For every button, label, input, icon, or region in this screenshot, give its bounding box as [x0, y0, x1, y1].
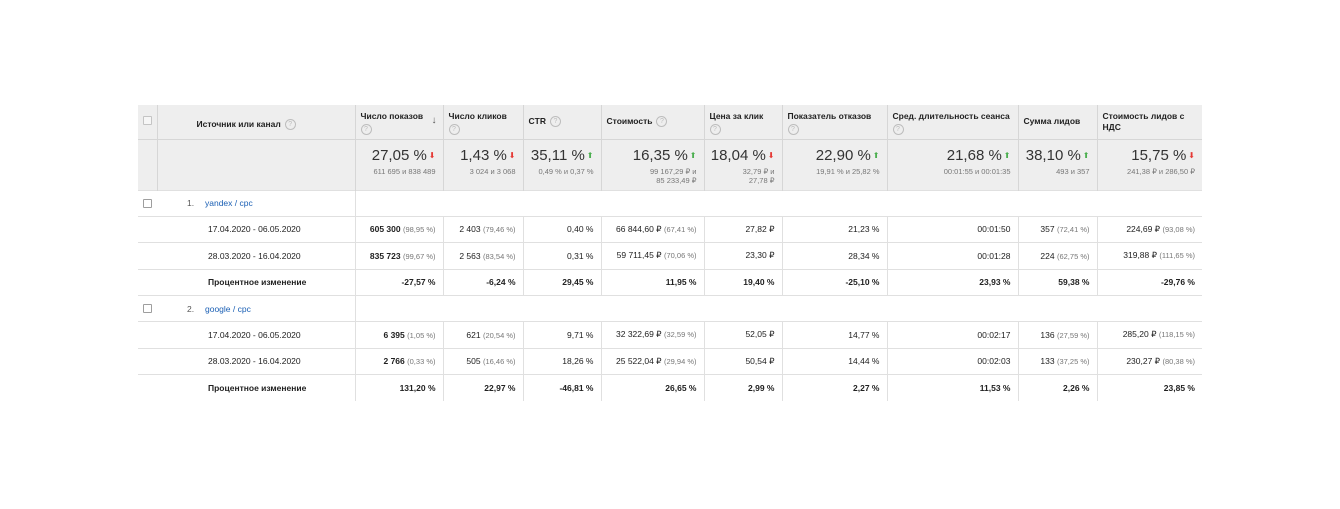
summary-value: 38,10 % [1025, 146, 1081, 164]
summary-value: 35,11 % [530, 146, 585, 164]
summary-compare: 611 695 и 838 489 [373, 166, 436, 176]
select-all-checkbox[interactable] [142, 115, 152, 125]
percent-change-label: Процентное изменение [157, 268, 355, 296]
col-label: Источник или канал [196, 119, 281, 130]
summary-compare: 493 и 357 [1056, 166, 1090, 176]
date-range: 28.03.2020 - 16.04.2020 [157, 347, 355, 375]
summary-value: 21,68 % [946, 146, 1002, 164]
summary-cell: 22,90 % ⬆ 19,91 % и 25,82 % [781, 138, 887, 190]
col-label: Стоимость лидов с НДС [1102, 111, 1185, 132]
col-label: Показатель отказов [787, 111, 872, 121]
help-icon[interactable]: ? [360, 124, 372, 135]
row-checkbox[interactable] [143, 304, 152, 313]
summary-compare: 99 167,29 ₽ и 85 233,49 ₽ [650, 166, 697, 185]
help-icon[interactable]: ? [709, 124, 721, 135]
select-all-cell [138, 105, 157, 139]
help-icon[interactable]: ? [656, 116, 668, 128]
help-icon[interactable]: ? [787, 124, 799, 135]
summary-compare: 32,79 ₽ и 27,78 ₽ [742, 166, 775, 185]
summary-cell: 16,35 % ⬆ 99 167,29 ₽ и 85 233,49 ₽ [600, 138, 704, 190]
trend-down-icon: ⬇ [508, 150, 516, 160]
table-row: 17.04.2020 - 06.05.2020 605 300 (98,95 %… [138, 215, 1202, 243]
date-range: 17.04.2020 - 06.05.2020 [157, 321, 355, 348]
col-label: Цена за клик [709, 111, 764, 121]
header-row: Источник или канал? Число показов? ↓ Числ… [138, 105, 1202, 139]
trend-up-icon: ⬆ [586, 150, 594, 160]
col-header-lead-cost[interactable]: Стоимость лидов с НДС [1096, 105, 1202, 139]
summary-value: 16,35 % [632, 146, 688, 164]
table-row: 28.03.2020 - 16.04.2020 835 723 (99,67 %… [138, 242, 1202, 269]
summary-value: 1,43 % [460, 146, 507, 164]
summary-value: 22,90 % [815, 146, 871, 164]
sort-desc-icon[interactable]: ↓ [431, 115, 437, 126]
summary-cell: 38,10 % ⬆ 493 и 357 [1017, 138, 1097, 190]
trend-down-icon: ⬇ [767, 150, 775, 160]
percent-change-label: Процентное изменение [157, 374, 355, 401]
summary-value: 27,05 % [371, 146, 427, 164]
summary-compare: 3 024 и 3 068 [469, 166, 516, 176]
summary-cell: 1,43 % ⬇ 3 024 и 3 068 [442, 138, 523, 190]
col-label: Число показов [360, 111, 424, 121]
date-range: 17.04.2020 - 06.05.2020 [157, 215, 355, 243]
col-label: CTR [528, 116, 546, 127]
source-link[interactable]: yandex / cpc [205, 198, 253, 208]
row-checkbox[interactable] [143, 198, 152, 208]
col-header-cost[interactable]: Стоимость? [600, 105, 704, 139]
table-row: 17.04.2020 - 06.05.2020 6 395 (1,05 %) 6… [138, 321, 1202, 348]
source-link[interactable]: google / cpc [205, 303, 251, 314]
col-header-leads[interactable]: Сумма лидов [1017, 105, 1097, 139]
table-row: 28.03.2020 - 16.04.2020 2 766 (0,33 %) 5… [138, 347, 1202, 375]
trend-up-icon: ⬆ [872, 150, 880, 160]
summary-cell: 15,75 % ⬇ 241,38 ₽ и 286,50 ₽ [1096, 138, 1202, 190]
col-header-cpc[interactable]: Цена за клик? [703, 105, 782, 139]
trend-up-icon: ⬆ [689, 150, 697, 160]
col-label: Стоимость [606, 116, 653, 127]
col-header-source[interactable]: Источник или канал? [156, 105, 355, 139]
trend-down-icon: ⬇ [428, 150, 436, 160]
row-index: 1. [187, 198, 195, 208]
help-icon[interactable]: ? [284, 119, 296, 131]
col-label: Сумма лидов [1023, 116, 1081, 127]
summary-value: 15,75 % [1131, 146, 1187, 164]
col-header-clicks[interactable]: Число кликов? [442, 105, 523, 139]
trend-up-icon: ⬆ [1082, 150, 1090, 160]
summary-compare: 19,91 % и 25,82 % [816, 166, 880, 176]
col-label: Число кликов [448, 111, 507, 121]
summary-cell: 21,68 % ⬆ 00:01:55 и 00:01:35 [886, 138, 1018, 190]
summary-compare: 241,38 ₽ и 286,50 ₽ [1127, 166, 1195, 176]
row-index: 2. [187, 303, 195, 314]
summary-compare: 0,49 % и 0,37 % [538, 166, 594, 176]
group-row: 1. yandex / cpc [138, 189, 1202, 216]
percent-change-row: Процентное изменение 131,20 % 22,97 % -4… [138, 374, 1202, 401]
help-icon[interactable]: ? [448, 124, 460, 135]
col-header-ctr[interactable]: CTR? [522, 105, 601, 139]
trend-down-icon: ⬇ [1188, 150, 1195, 160]
summary-cell: 35,11 % ⬆ 0,49 % и 0,37 % [522, 138, 601, 190]
summary-row: 27,05 % ⬇ 611 695 и 838 489 1,43 % ⬇ 3 024 и… [138, 138, 1202, 190]
summary-compare: 00:01:55 и 00:01:35 [943, 166, 1011, 176]
help-icon[interactable]: ? [892, 124, 904, 135]
col-header-bounce[interactable]: Показатель отказов? [781, 105, 887, 139]
col-label: Сред. длительность сеанса [892, 111, 1010, 121]
summary-cell: 18,04 % ⬇ 32,79 ₽ и 27,78 ₽ [703, 138, 782, 190]
help-icon[interactable]: ? [549, 116, 561, 128]
summary-cell: 27,05 % ⬇ 611 695 и 838 489 [354, 138, 443, 190]
col-header-impressions[interactable]: Число показов? ↓ [354, 105, 443, 139]
summary-value: 18,04 % [710, 146, 766, 164]
trend-up-icon: ⬆ [1003, 150, 1011, 160]
date-range: 28.03.2020 - 16.04.2020 [157, 242, 355, 269]
report-table: Источник или канал? Число показов? ↓ Числ… [138, 105, 1202, 401]
group-row: 2. google / cpc [138, 295, 1202, 322]
col-header-duration[interactable]: Сред. длительность сеанса? [886, 105, 1018, 139]
percent-change-row: Процентное изменение -27,57 % -6,24 % 29… [138, 268, 1202, 296]
